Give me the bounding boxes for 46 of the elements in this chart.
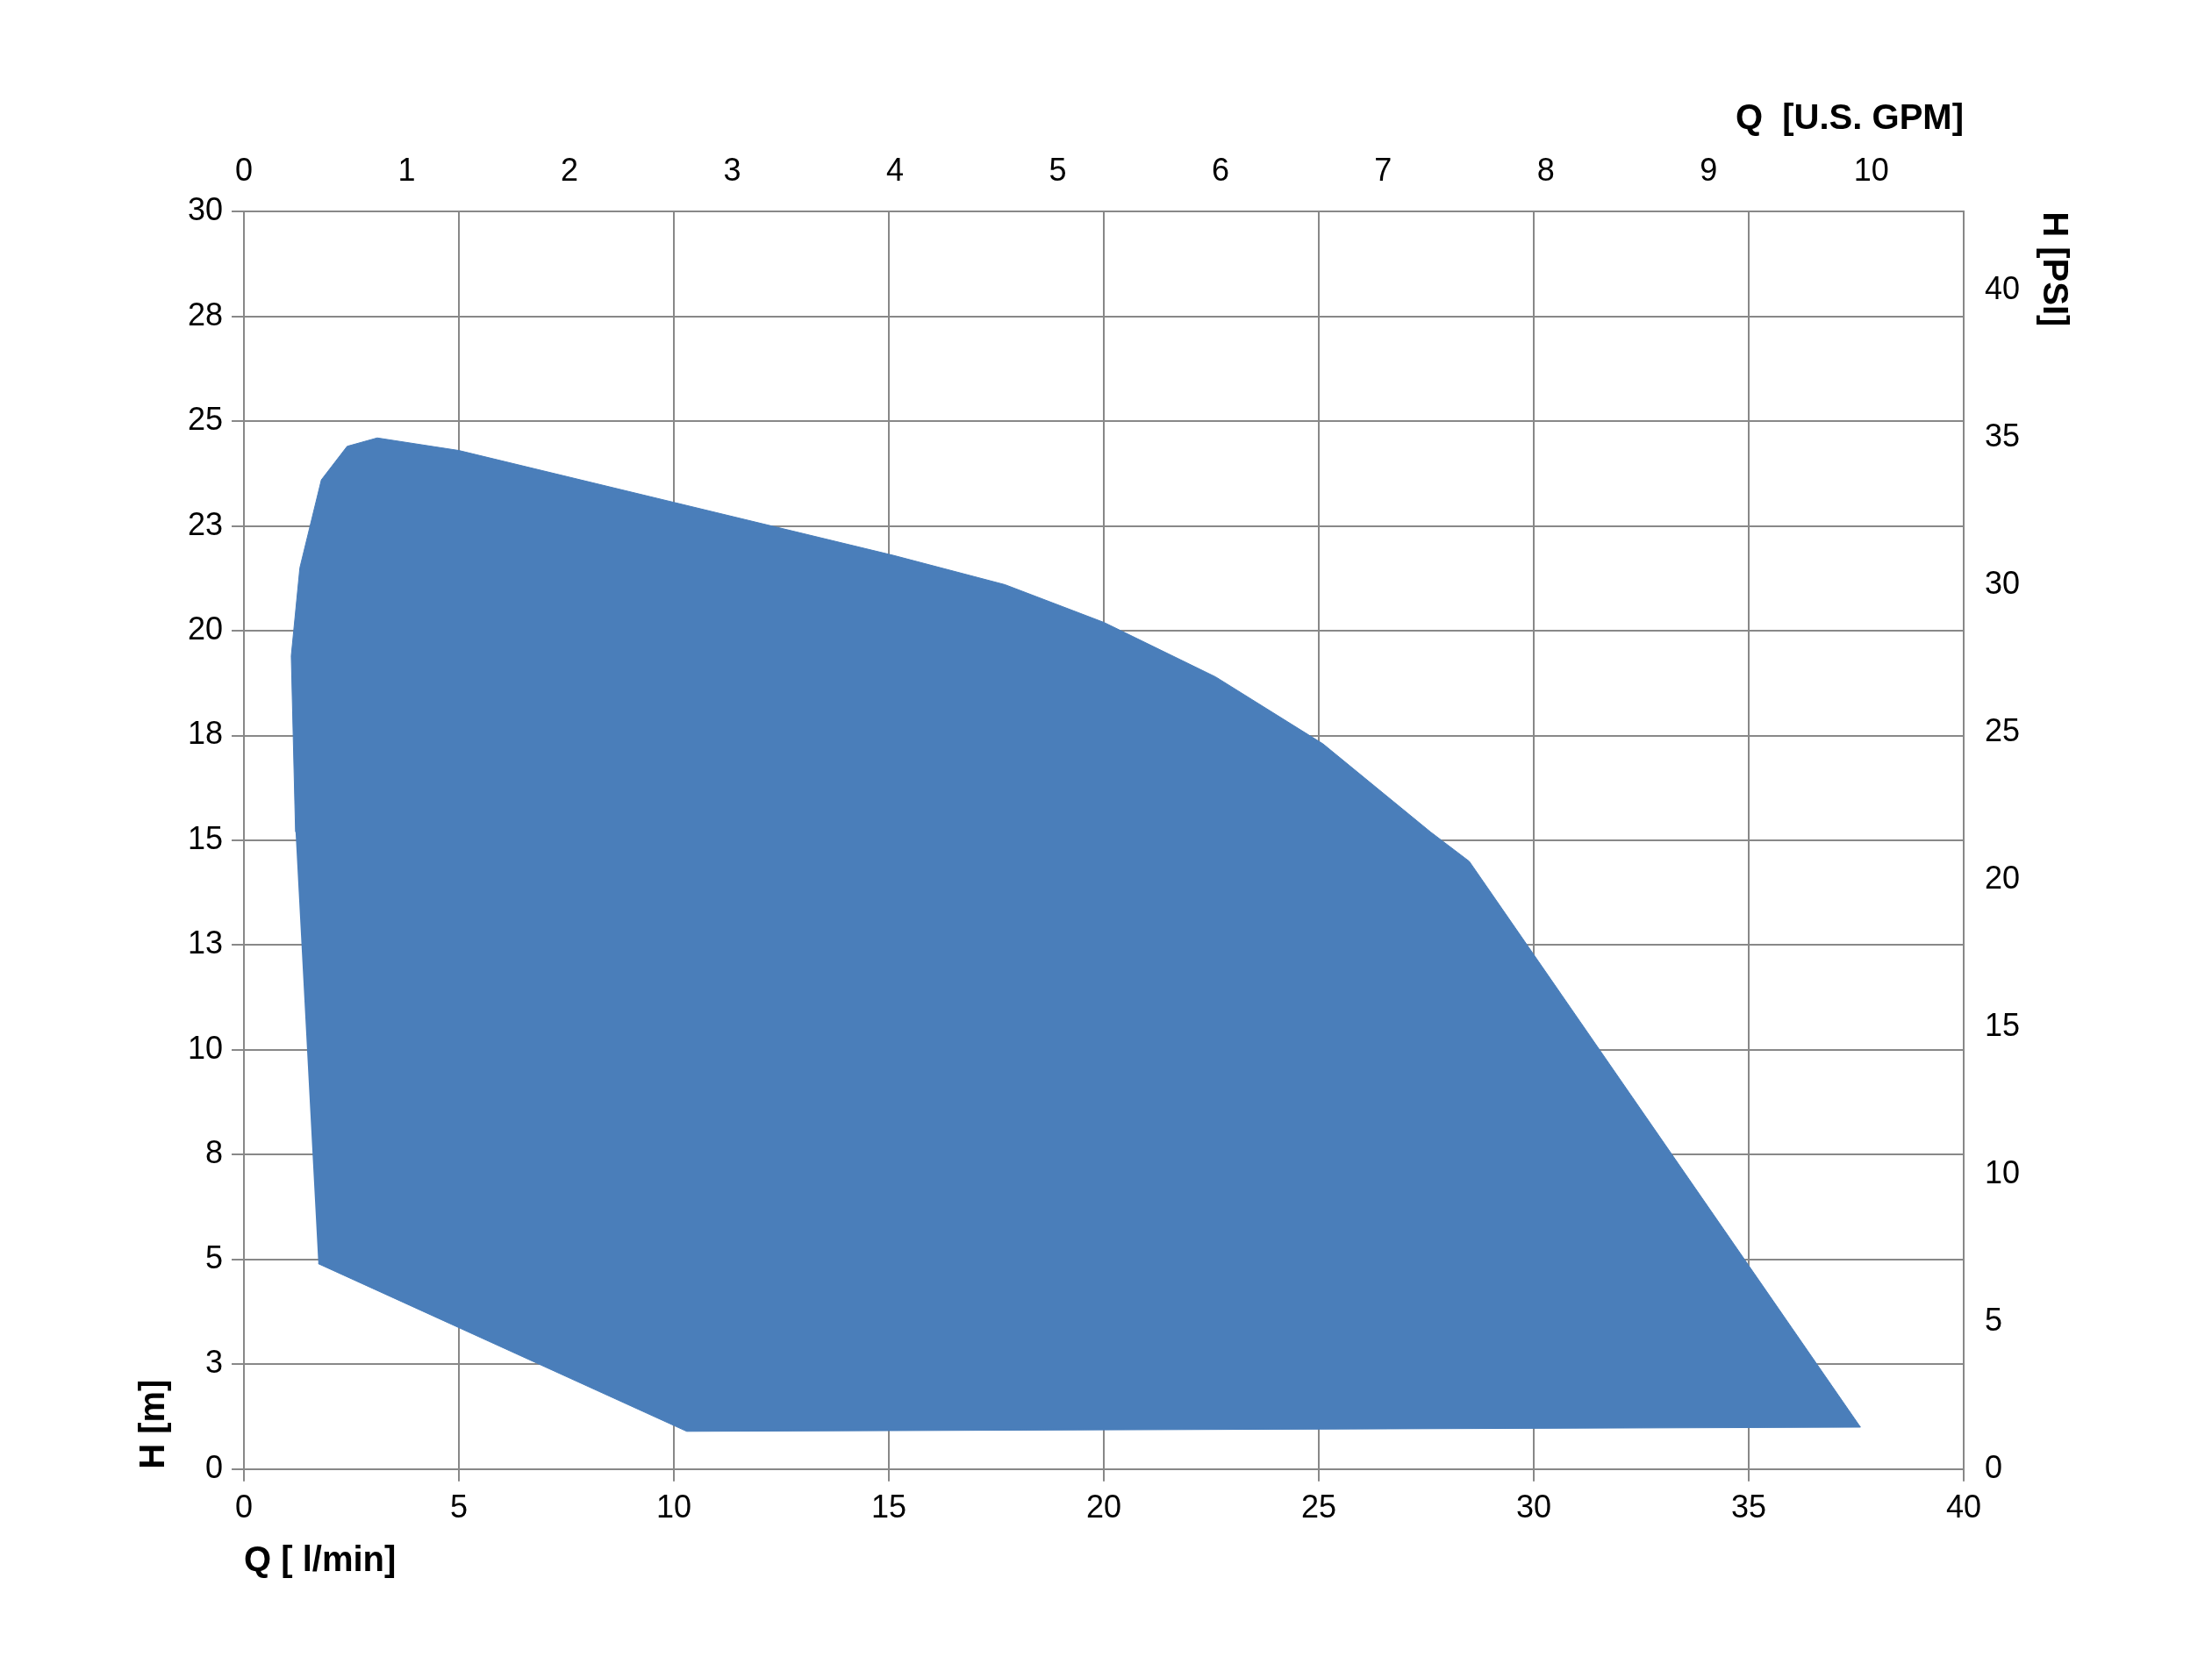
y-tick-label: 15 xyxy=(188,819,224,856)
y-tick-label: 3 xyxy=(205,1344,224,1381)
x2-tick-label: 9 xyxy=(1700,151,1718,188)
y2-tick-label: 5 xyxy=(1984,1301,2002,1338)
y2-tick-label: 40 xyxy=(1984,269,2020,306)
x-tick-label: 0 xyxy=(235,1489,254,1525)
y-tick-label: 5 xyxy=(205,1239,224,1275)
x-axis-title: Q [ l/min] xyxy=(244,1539,397,1579)
x-tick-label: 5 xyxy=(450,1489,469,1525)
y-tick-label: 30 xyxy=(188,191,224,228)
x-tick-label: 25 xyxy=(1300,1489,1337,1525)
x-tick-label: 30 xyxy=(1515,1489,1551,1525)
y-tick-label: 10 xyxy=(188,1029,224,1066)
x2-tick-label: 5 xyxy=(1049,151,1067,188)
y2-tick-label: 15 xyxy=(1984,1006,2020,1043)
x2-tick-label: 6 xyxy=(1211,151,1229,188)
y2-tick-label: 25 xyxy=(1984,711,2020,748)
y2-tick-label: 35 xyxy=(1984,417,2020,453)
x2-tick-label: 0 xyxy=(235,151,254,188)
x-tick-label: 20 xyxy=(1085,1489,1122,1525)
y-tick-label: 23 xyxy=(188,505,224,542)
x2-tick-label: 10 xyxy=(1853,151,1889,188)
y2-tick-label: 20 xyxy=(1984,859,2020,896)
x2-tick-label: 4 xyxy=(885,151,904,188)
y2-axis-title: H [PSI] xyxy=(2036,211,2075,327)
y-tick-label: 8 xyxy=(205,1134,224,1171)
y-tick-label: 28 xyxy=(188,296,224,332)
y2-tick-label: 0 xyxy=(1984,1448,2002,1485)
x2-tick-label: 7 xyxy=(1374,151,1392,188)
x-tick-label: 15 xyxy=(870,1489,907,1525)
y2-tick-label: 30 xyxy=(1984,564,2020,601)
x-tick-label: 10 xyxy=(656,1489,692,1525)
x-tick-label: 40 xyxy=(1945,1489,1981,1525)
x2-tick-label: 8 xyxy=(1536,151,1555,188)
y-tick-label: 20 xyxy=(188,610,224,646)
y-tick-label: 0 xyxy=(205,1448,224,1485)
x2-tick-label: 2 xyxy=(560,151,579,188)
x2-tick-label: 1 xyxy=(397,151,416,188)
x-tick-label: 35 xyxy=(1730,1489,1766,1525)
x2-axis-title: Q [U.S. GPM] xyxy=(1735,97,1964,137)
y-tick-label: 25 xyxy=(188,401,224,438)
y-tick-label: 13 xyxy=(188,925,224,961)
y-axis-title: H [m] xyxy=(132,1379,172,1469)
y2-tick-label: 10 xyxy=(1984,1153,2020,1190)
y-tick-label: 18 xyxy=(188,715,224,752)
x2-tick-label: 3 xyxy=(723,151,741,188)
